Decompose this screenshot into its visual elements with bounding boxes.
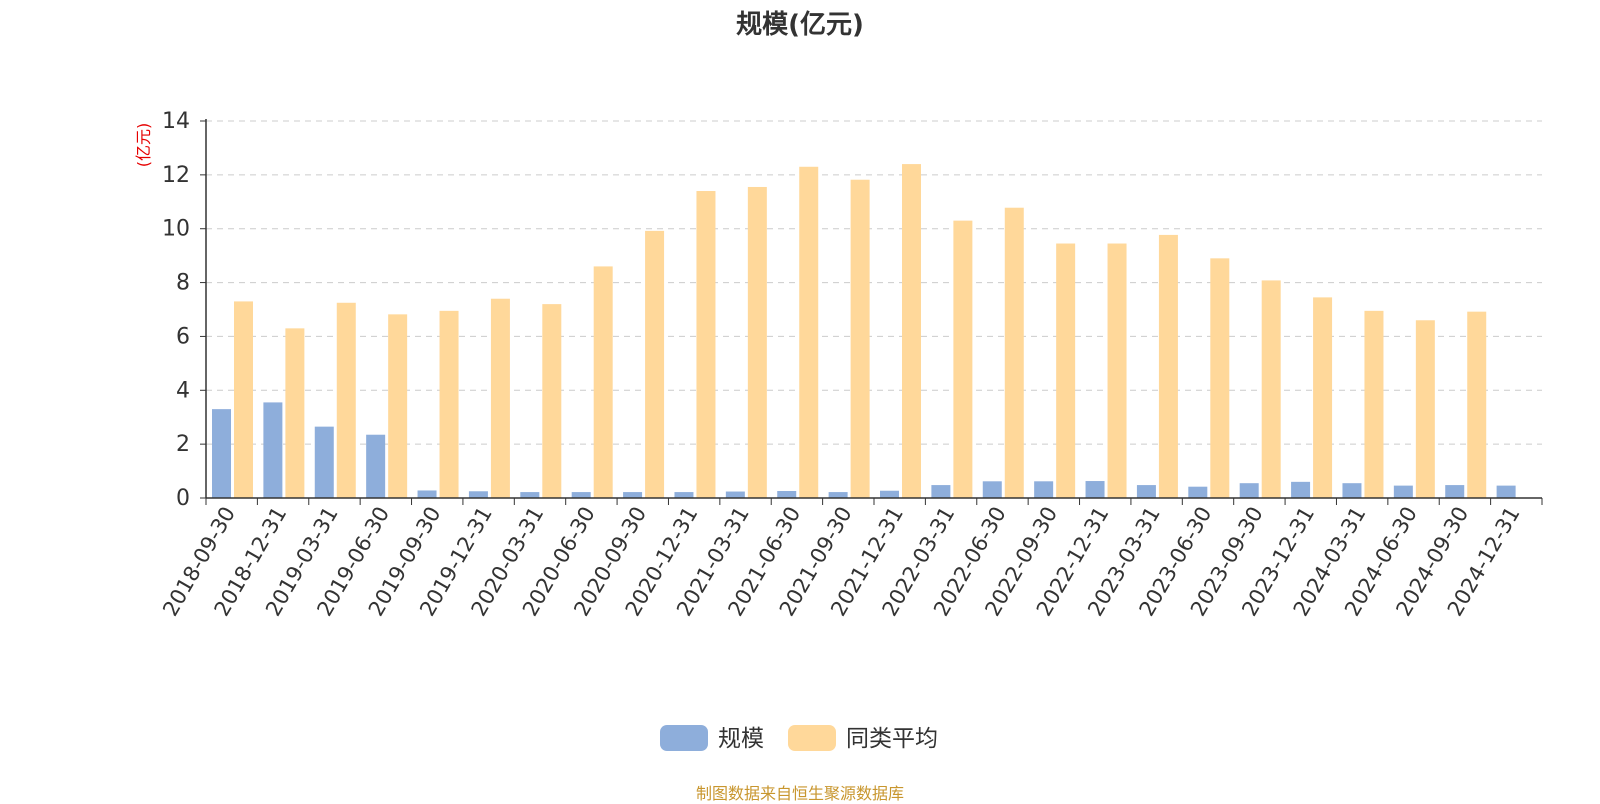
bar-scale [520,492,540,498]
bar-scale [931,485,951,498]
legend-swatch-scale[interactable] [660,725,708,751]
bar-scale [623,492,643,498]
bar-peer-average [439,310,459,498]
bar-scale [725,491,745,498]
bar-scale [1085,481,1105,498]
bar-scale [212,409,231,498]
bar-peer-average [1261,280,1281,498]
bar-peer-average [490,298,510,498]
bar-scale [1034,481,1054,498]
bar-scale [366,434,386,498]
bar-scale [777,490,797,498]
bar-peer-average [1415,320,1435,498]
bar-scale [571,492,591,498]
bar-peer-average [850,179,870,498]
bar-peer-average [1107,243,1127,498]
bar-scale [1188,486,1208,498]
bar-peer-average [1158,234,1178,499]
bar-scale [263,402,283,498]
y-tick-label: 0 [176,486,190,511]
bar-scale [314,426,334,498]
bar-peer-average [1056,243,1076,498]
bar-peer-average [336,302,356,498]
chart-title: 规模(亿元) [736,10,864,40]
bar-scale [1445,485,1465,498]
bar-peer-average [593,266,613,498]
bars [212,164,1516,499]
bar-peer-average [747,186,767,498]
bar-peer-average [799,166,819,498]
bar-scale [468,491,488,498]
bar-scale [828,492,848,498]
bar-peer-average [953,220,973,498]
y-tick-label: 6 [176,324,190,349]
legend-label-scale[interactable]: 规模 [718,726,764,752]
bar-scale [417,490,437,498]
y-tick-label: 10 [162,217,190,242]
y-tick-label: 14 [162,109,190,134]
bar-scale [1342,483,1362,498]
bar-peer-average [1313,297,1333,498]
bar-peer-average [645,230,665,498]
bar-scale [1136,485,1156,498]
bar-scale [1239,483,1259,498]
legend: 规模 同类平均 [660,725,938,752]
bar-peer-average [234,301,253,498]
bar-scale [674,492,694,498]
y-tick-label: 8 [176,271,190,296]
y-tick-label: 2 [176,432,190,457]
bar-peer-average [388,314,408,498]
y-tick-label: 4 [176,378,190,403]
y-tick-label: 12 [162,163,190,188]
bar-peer-average [1467,311,1487,498]
legend-label-peer-average[interactable]: 同类平均 [846,726,938,752]
bar-scale [1291,481,1311,498]
bar-peer-average [542,304,562,498]
bar-peer-average [285,328,305,498]
bar-scale [1496,485,1516,498]
bar-peer-average [1004,207,1024,498]
bar-peer-average [1210,258,1230,498]
bar-peer-average [696,191,716,498]
bar-scale [982,481,1002,498]
source-note: 制图数据来自恒生聚源数据库 [695,784,904,803]
bar-scale [880,490,899,498]
bar-peer-average [902,164,921,499]
bar-scale [1393,485,1413,498]
bar-peer-average [1364,310,1384,498]
legend-swatch-peer-average[interactable] [788,725,836,751]
y-axis-title: (亿元) [134,123,153,168]
